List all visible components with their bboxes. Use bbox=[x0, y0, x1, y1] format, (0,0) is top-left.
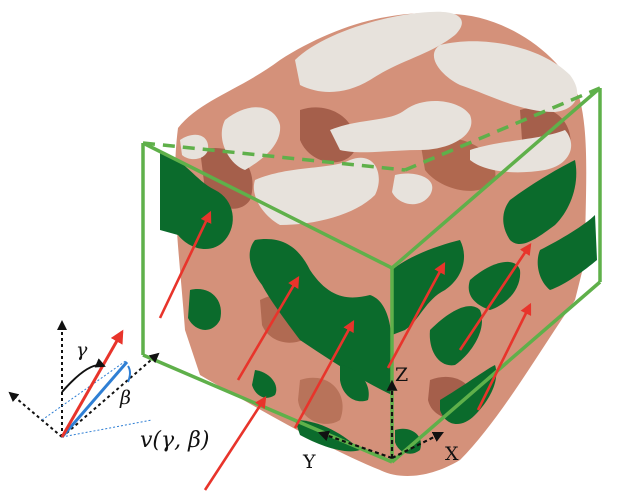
flow-arrow bbox=[236, 275, 300, 381]
gamma-label: γ bbox=[76, 339, 88, 361]
box-edge bbox=[390, 86, 602, 270]
flow-arrows bbox=[158, 210, 532, 491]
cross-section-right bbox=[537, 215, 597, 290]
box-edge bbox=[142, 141, 393, 270]
beta-angle-arc bbox=[127, 365, 131, 383]
beta-label: β bbox=[119, 387, 131, 409]
box-hidden-edge bbox=[142, 141, 406, 172]
y-axis-label: Y bbox=[302, 451, 316, 473]
top-surface bbox=[470, 130, 572, 173]
inset-projection-guide bbox=[41, 359, 128, 421]
top-surface bbox=[392, 173, 433, 205]
x-axis-label: X bbox=[445, 443, 459, 465]
flow-arrow bbox=[158, 210, 212, 319]
cross-section-left bbox=[160, 150, 233, 250]
cross-section-right bbox=[392, 240, 465, 335]
inset-x-axis bbox=[61, 352, 160, 438]
angle-inset: γ β bbox=[8, 320, 160, 438]
top-surface bbox=[295, 11, 462, 92]
cross-section-right bbox=[503, 160, 577, 245]
inset-y-axis bbox=[8, 391, 63, 438]
flow-arrow bbox=[293, 319, 355, 429]
inset-velocity-vector bbox=[60, 329, 124, 438]
flow-arrow bbox=[386, 261, 446, 369]
y-axis-arrow bbox=[317, 430, 393, 460]
flow-arrow bbox=[476, 302, 532, 411]
top-surface bbox=[253, 157, 379, 225]
porous-sample bbox=[160, 11, 597, 476]
velocity-label: v(γ, β) bbox=[140, 428, 209, 453]
cross-section-left bbox=[252, 370, 277, 398]
z-axis-label: Z bbox=[395, 364, 408, 386]
box-hidden-edge bbox=[404, 86, 601, 172]
cross-section-right bbox=[429, 306, 482, 366]
cross-section-left bbox=[340, 365, 369, 402]
flow-arrow bbox=[203, 396, 267, 491]
flow-arrow bbox=[458, 243, 532, 351]
cross-section-right bbox=[468, 261, 521, 310]
top-surface bbox=[433, 41, 578, 112]
inset-projection-vector bbox=[60, 361, 129, 438]
cross-section-left bbox=[188, 289, 221, 330]
cross-section-left bbox=[249, 239, 392, 395]
coordinate-axes: Z Y X bbox=[302, 364, 459, 473]
top-surface bbox=[330, 100, 472, 153]
pore-shadow bbox=[298, 377, 343, 424]
gamma-angle-arc bbox=[61, 358, 106, 393]
inset-projection-guide bbox=[61, 419, 153, 438]
x-axis-arrow bbox=[391, 432, 444, 459]
